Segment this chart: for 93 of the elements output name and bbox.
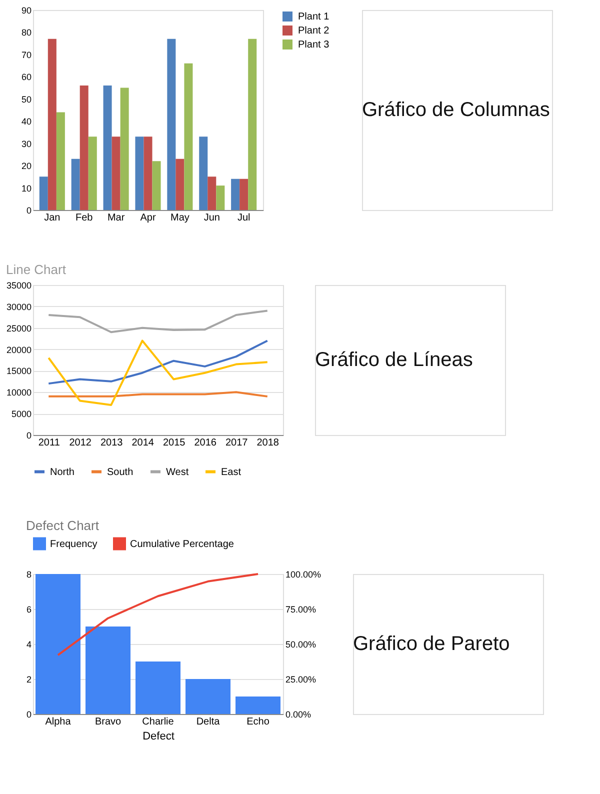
x-tick-label: Delta: [196, 716, 220, 728]
line-series: [48, 310, 268, 334]
line-series: [48, 340, 268, 385]
line-series: [57, 573, 259, 656]
legend-label: Plant 2: [298, 26, 330, 36]
x-tick-label: 2012: [69, 438, 92, 448]
x-tick-label: 2017: [226, 438, 248, 448]
x-tick-label: May: [170, 212, 190, 224]
y-tick-label: 25000: [6, 323, 32, 334]
text: Gráfico de Pareto: [353, 633, 510, 655]
bar: [216, 186, 225, 210]
bar: [236, 696, 280, 714]
bar: [48, 38, 56, 210]
x-tick-label: Echo: [246, 716, 270, 728]
y-tick-label: 0: [26, 710, 32, 720]
x-tick-label: Jul: [237, 212, 250, 224]
x-tick-label: Apr: [140, 212, 156, 224]
bar: [240, 178, 248, 210]
bar: [120, 88, 129, 210]
y-tick-label: 20000: [6, 344, 32, 355]
bar: [176, 158, 184, 210]
x-tick-label: Feb: [75, 212, 94, 224]
y-tick-label: 35000: [6, 280, 32, 290]
y-tick-label: 10: [21, 183, 32, 194]
bar: [167, 38, 176, 210]
bar: [144, 136, 152, 210]
y-tick-label: 20: [21, 161, 32, 172]
x-tick-label: Alpha: [45, 716, 72, 728]
y-tick-label: 70: [21, 50, 32, 60]
x-tick-label: 2013: [100, 438, 124, 448]
legend-label: Frequency: [50, 538, 98, 550]
y-tick-label: 50: [21, 94, 32, 104]
y-tick-label: 30000: [6, 302, 32, 312]
bar: [71, 158, 80, 210]
y-tick-label: 90: [21, 6, 32, 16]
y-tick-label: 4: [26, 640, 32, 650]
y-tick-label: 8: [26, 570, 32, 580]
bar: [208, 176, 216, 210]
legend-label: Plant 1: [298, 12, 330, 22]
bar: [184, 63, 193, 210]
bar: [56, 112, 65, 210]
chart-title: Line Chart: [6, 262, 66, 277]
legend-label: Cumulative Percentage: [130, 538, 234, 550]
y2-tick-label: 25.00%: [286, 674, 316, 684]
y2-tick-label: 0.00%: [286, 710, 312, 720]
y-tick-label: 5000: [11, 409, 32, 420]
x-tick-label: Mar: [107, 212, 126, 224]
bar: [199, 136, 208, 210]
y2-tick-label: 50.00%: [286, 640, 316, 650]
text: Gráfico de Líneas: [315, 349, 473, 371]
text: Gráfico de Columnas: [362, 99, 550, 121]
legend-label: North: [50, 466, 74, 478]
y-tick-label: 30: [21, 138, 32, 149]
y-tick-label: 6: [26, 604, 32, 614]
bar: [88, 136, 97, 210]
bar: [103, 86, 112, 210]
bar: [112, 136, 120, 210]
y-tick-label: 80: [21, 28, 32, 38]
legend-label: West: [166, 466, 189, 478]
legend-label: East: [221, 466, 242, 478]
chart-title: Defect Chart: [26, 518, 100, 533]
y-tick-label: 15000: [6, 366, 32, 376]
bar: [231, 178, 240, 210]
bar: [152, 161, 161, 210]
y-tick-label: 2: [26, 674, 32, 684]
y2-tick-label: 100.00%: [286, 570, 322, 580]
x-axis-title: Defect: [142, 730, 174, 742]
x-tick-label: 2014: [132, 438, 154, 448]
x-tick-label: Jan: [44, 212, 60, 224]
y-tick-label: 40: [21, 116, 32, 127]
bar: [135, 136, 144, 210]
x-tick-label: Jun: [204, 212, 220, 224]
x-tick-label: 2016: [194, 438, 217, 448]
bar: [80, 86, 88, 210]
bar: [36, 574, 80, 714]
line-series: [48, 340, 268, 406]
y-tick-label: 60: [21, 72, 32, 82]
y2-tick-label: 75.00%: [286, 604, 316, 614]
legend-label: South: [107, 466, 134, 478]
bar: [86, 626, 130, 714]
x-tick-label: Charlie: [142, 716, 174, 728]
x-tick-label: Bravo: [94, 716, 122, 728]
x-tick-label: 2018: [256, 438, 280, 448]
y-tick-label: 0: [26, 430, 32, 440]
bar: [248, 38, 257, 210]
y-tick-label: 10000: [6, 388, 32, 398]
bar: [136, 662, 180, 714]
x-tick-label: 2011: [38, 438, 60, 448]
y-tick-label: 0: [26, 206, 32, 216]
x-tick-label: 2015: [163, 438, 186, 448]
bar: [186, 679, 230, 714]
bar: [39, 176, 48, 210]
legend-label: Plant 3: [298, 40, 330, 50]
